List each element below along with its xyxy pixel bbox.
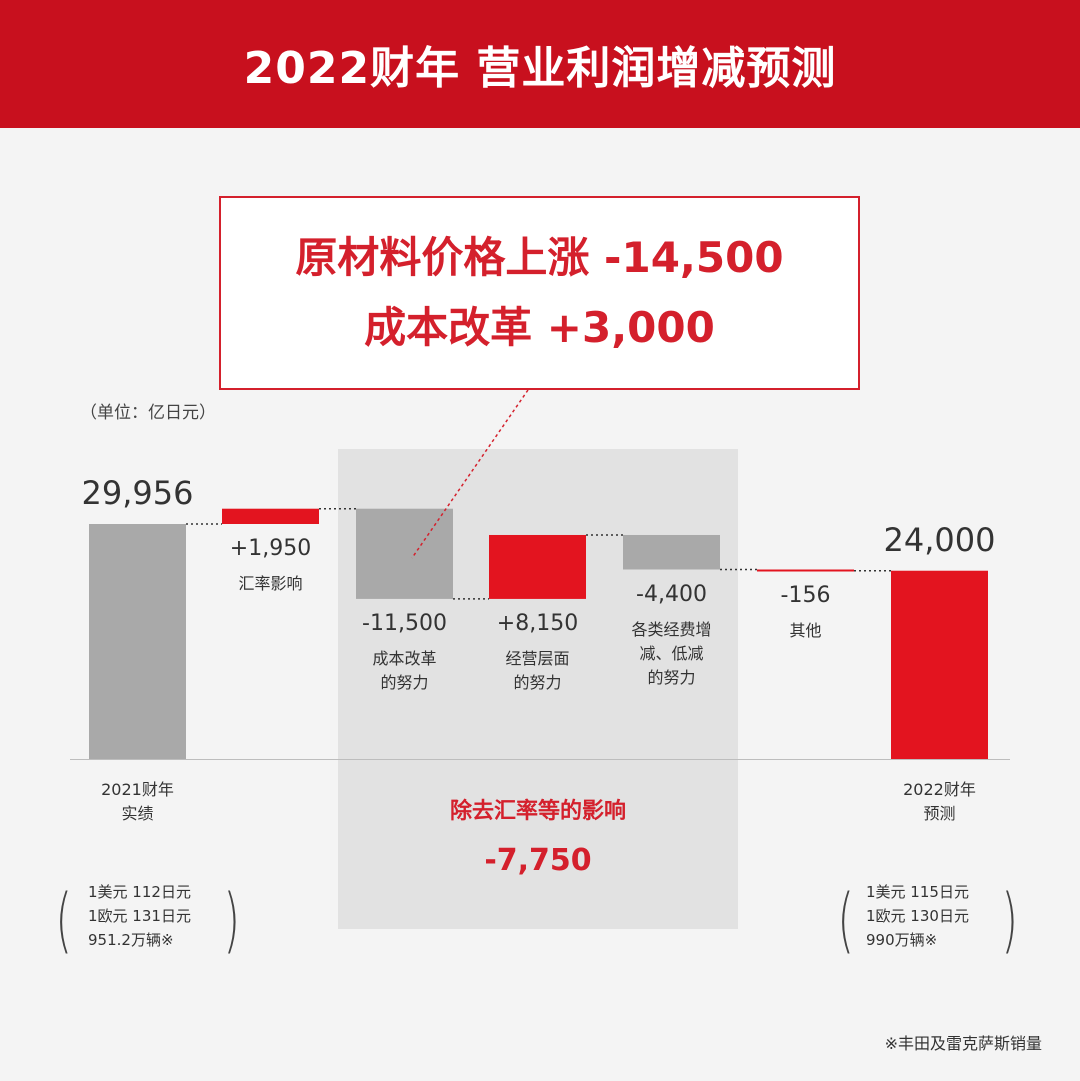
- waterfall-bar-6: [891, 570, 988, 759]
- header-banner: 2022财年 营业利润增减预测: [0, 0, 1080, 128]
- fx-panel-value: -7,750: [484, 843, 592, 878]
- paren-right-1: ): [223, 879, 240, 961]
- waterfall-bar-0: [89, 524, 186, 759]
- footnote: ※丰田及雷克萨斯销量: [884, 1034, 1042, 1053]
- data-label-1: +1,950: [229, 536, 312, 561]
- callout-pointer-line: [411, 389, 529, 559]
- category-label-4: 各类经费增 减、低减 的努力: [631, 619, 712, 687]
- fx-assumptions-2021: 1美元 112日元 1欧元 131日元 951.2万辆※: [88, 883, 191, 949]
- unit-label: （单位：亿日元）: [80, 403, 216, 423]
- data-label-2: -11,500: [362, 610, 447, 636]
- fx-assumptions-2022: 1美元 115日元 1欧元 130日元 990万辆※: [866, 883, 969, 949]
- callout-line-2: 成本改革 +3,000: [364, 303, 715, 352]
- data-label-6: 24,000: [883, 520, 996, 559]
- paren-left-2: (: [837, 879, 854, 961]
- waterfall-bar-2: [356, 508, 453, 599]
- callout-line-1: 原材料价格上涨 -14,500: [295, 233, 784, 282]
- category-label-3: 经营层面 的努力: [505, 648, 570, 692]
- data-label-5: -156: [780, 582, 831, 608]
- category-label-5: 其他: [789, 620, 822, 640]
- data-label-3: +8,150: [496, 610, 579, 636]
- waterfall-bar-3: [489, 534, 586, 599]
- paren-right-2: ): [1001, 879, 1018, 961]
- category-label-2: 成本改革 的努力: [372, 648, 437, 692]
- paren-left-1: (: [55, 879, 72, 961]
- fx-panel-title: 除去汇率等的影响: [449, 799, 626, 824]
- waterfall-bar-4: [623, 534, 720, 570]
- page-title: 2022财年 营业利润增减预测: [243, 43, 837, 94]
- waterfall-bar-5: [757, 569, 854, 572]
- category-label-0: 2021财年 实绩: [101, 780, 174, 823]
- data-label-4: -4,400: [636, 581, 707, 607]
- category-label-6: 2022财年 预测: [903, 780, 976, 823]
- category-label-1: 汇率影响: [238, 574, 303, 593]
- data-label-0: 29,956: [81, 474, 194, 512]
- callout-box: 原材料价格上涨 -14,500 成本改革 +3,000: [219, 196, 860, 390]
- waterfall-bar-1: [222, 508, 319, 524]
